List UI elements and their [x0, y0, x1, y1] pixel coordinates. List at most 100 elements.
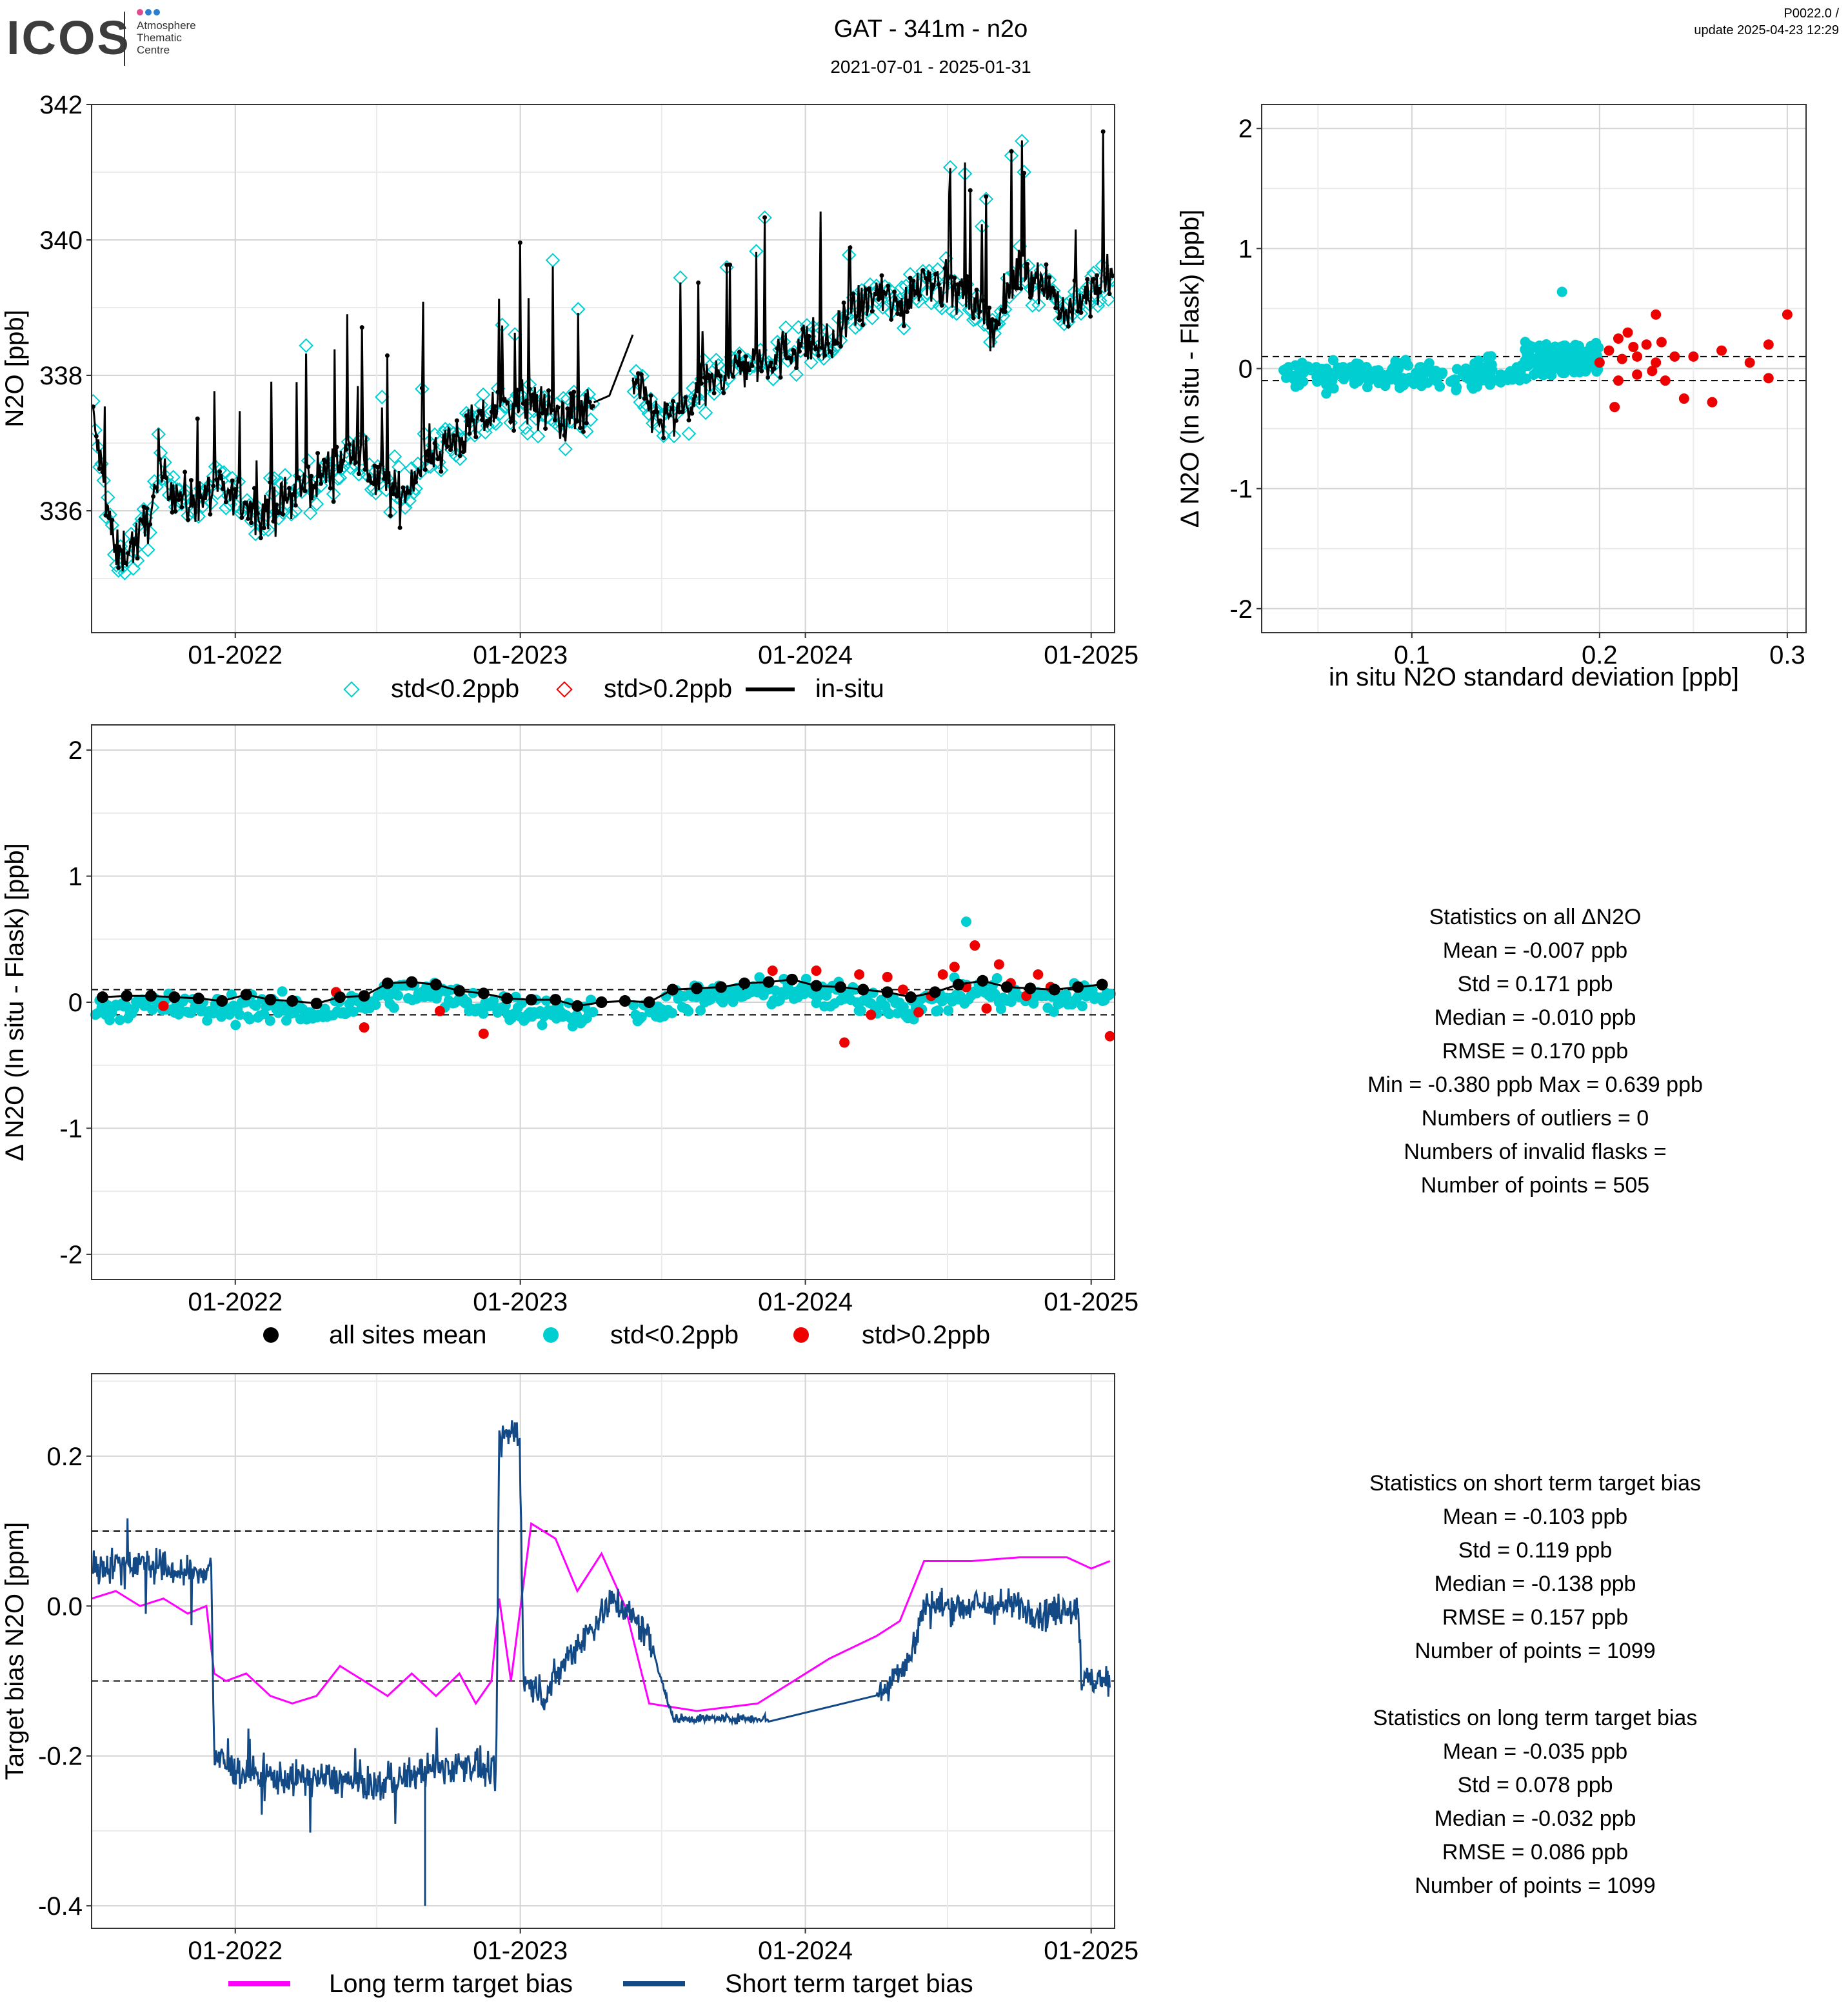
in-situ-point	[835, 341, 840, 346]
in-situ-point	[996, 322, 1001, 327]
stats-bias-block: Statistics on short term target bias Mea…	[1277, 1467, 1793, 1903]
stats-long-title: Statistics on long term target bias	[1373, 1706, 1698, 1730]
in-situ-point	[274, 502, 279, 508]
flask-point-low-std	[204, 495, 219, 511]
flask-point-low-std	[556, 391, 571, 406]
in-situ-point	[746, 368, 751, 373]
scatter-point-low-std	[1338, 374, 1349, 385]
legend-ts-label-1: std<0.2ppb	[391, 675, 520, 703]
in-situ-point	[781, 341, 786, 346]
in-situ-point	[696, 280, 701, 285]
in-situ-point	[803, 352, 808, 357]
in-situ-line	[631, 131, 1114, 439]
in-situ-point	[546, 388, 551, 393]
all-sites-mean-point	[857, 984, 869, 996]
scatter-point-high-std	[1616, 353, 1627, 364]
in-situ-point	[718, 373, 723, 379]
x-tick-label: 01-2023	[473, 641, 568, 669]
delta-point-low-std	[989, 989, 1000, 1000]
delta-point-low-std	[179, 993, 190, 1004]
in-situ-point	[1018, 286, 1024, 291]
in-situ-point	[555, 405, 561, 410]
in-situ-point	[778, 375, 783, 380]
in-situ-point	[138, 517, 143, 522]
in-situ-point	[394, 493, 399, 499]
scatter-point-low-std	[1520, 373, 1531, 384]
in-situ-point	[901, 323, 906, 328]
flask-point-low-std	[949, 306, 964, 321]
legend-delta-label-3: std>0.2ppb	[862, 1321, 991, 1349]
flask-point-low-std	[181, 508, 195, 523]
in-situ-point	[328, 486, 333, 491]
in-situ-point	[658, 418, 663, 423]
in-situ-point	[911, 279, 916, 284]
in-situ-point	[296, 475, 301, 480]
flask-point-low-std	[96, 473, 112, 488]
all-sites-mean-point	[1096, 978, 1108, 991]
all-sites-mean-point	[1048, 984, 1060, 996]
in-situ-point	[959, 282, 964, 287]
scatter-point-low-std	[1320, 366, 1331, 377]
in-situ-point	[419, 386, 424, 391]
in-situ-point	[110, 517, 115, 522]
flask-point-low-std	[757, 210, 772, 225]
delta-point-high-std	[811, 965, 822, 976]
stats-long-line: Std = 0.078 ppb	[1457, 1773, 1613, 1797]
in-situ-point	[116, 565, 121, 570]
in-situ-point	[492, 404, 497, 409]
y-tick-label: 0	[1238, 355, 1253, 384]
in-situ-point	[876, 297, 881, 302]
in-situ-point	[401, 485, 406, 490]
scatter-point-high-std	[1594, 357, 1605, 368]
delta-point-low-std	[1048, 1006, 1059, 1017]
x-tick-label: 01-2025	[1044, 1288, 1138, 1316]
stats-short-line: Number of points = 1099	[1415, 1639, 1656, 1663]
in-situ-point	[737, 350, 742, 355]
in-situ-point	[204, 488, 210, 493]
in-situ-point	[334, 444, 339, 450]
in-situ-point	[214, 477, 219, 482]
legend-dot-black-icon	[263, 1327, 279, 1343]
in-situ-point	[321, 457, 326, 462]
flask-point-low-std	[666, 428, 682, 444]
scatter-point-low-std	[1320, 375, 1331, 386]
all-sites-mean-point	[192, 993, 204, 1005]
flask-point-low-std	[766, 371, 780, 386]
in-situ-point	[217, 469, 223, 474]
in-situ-point	[673, 418, 679, 423]
scatter-point-low-std	[1321, 388, 1332, 399]
logo-dots-icon	[137, 9, 163, 18]
in-situ-point	[1009, 149, 1014, 154]
in-situ-point	[157, 457, 162, 462]
flask-point-low-std	[219, 500, 233, 515]
flask-point-low-std	[698, 405, 713, 420]
in-situ-point	[984, 194, 989, 199]
in-situ-point	[987, 305, 992, 310]
scatter-point-low-std	[1380, 381, 1391, 391]
in-situ-point	[521, 401, 526, 406]
y-axis-title: Target bias N2O [ppm]	[1, 1522, 29, 1780]
in-situ-point	[664, 402, 670, 408]
all-sites-mean-point	[310, 997, 323, 1009]
scatter-point-low-std	[1436, 368, 1447, 379]
scatter-point-low-std	[1389, 362, 1400, 373]
flask-point-low-std	[1015, 133, 1029, 149]
in-situ-point	[477, 409, 482, 414]
in-situ-point	[898, 312, 903, 317]
in-situ-point	[344, 447, 349, 452]
delta-point-low-std	[393, 990, 404, 1001]
delta-point-low-std	[147, 1004, 158, 1015]
scatter-point-low-std	[1502, 375, 1513, 386]
flask-point-low-std	[979, 192, 994, 206]
in-situ-point	[264, 499, 270, 504]
in-situ-point	[306, 464, 311, 470]
delta-point-low-std	[586, 994, 597, 1005]
in-situ-point	[512, 428, 517, 433]
in-situ-point	[505, 400, 510, 405]
all-sites-mean-point	[762, 976, 775, 988]
stats-short-line: Mean = -0.103 ppb	[1442, 1505, 1628, 1529]
scatter-point-low-std	[1544, 351, 1555, 362]
x-tick-label: 01-2024	[758, 1937, 853, 1965]
all-sites-mean-point	[691, 982, 703, 994]
